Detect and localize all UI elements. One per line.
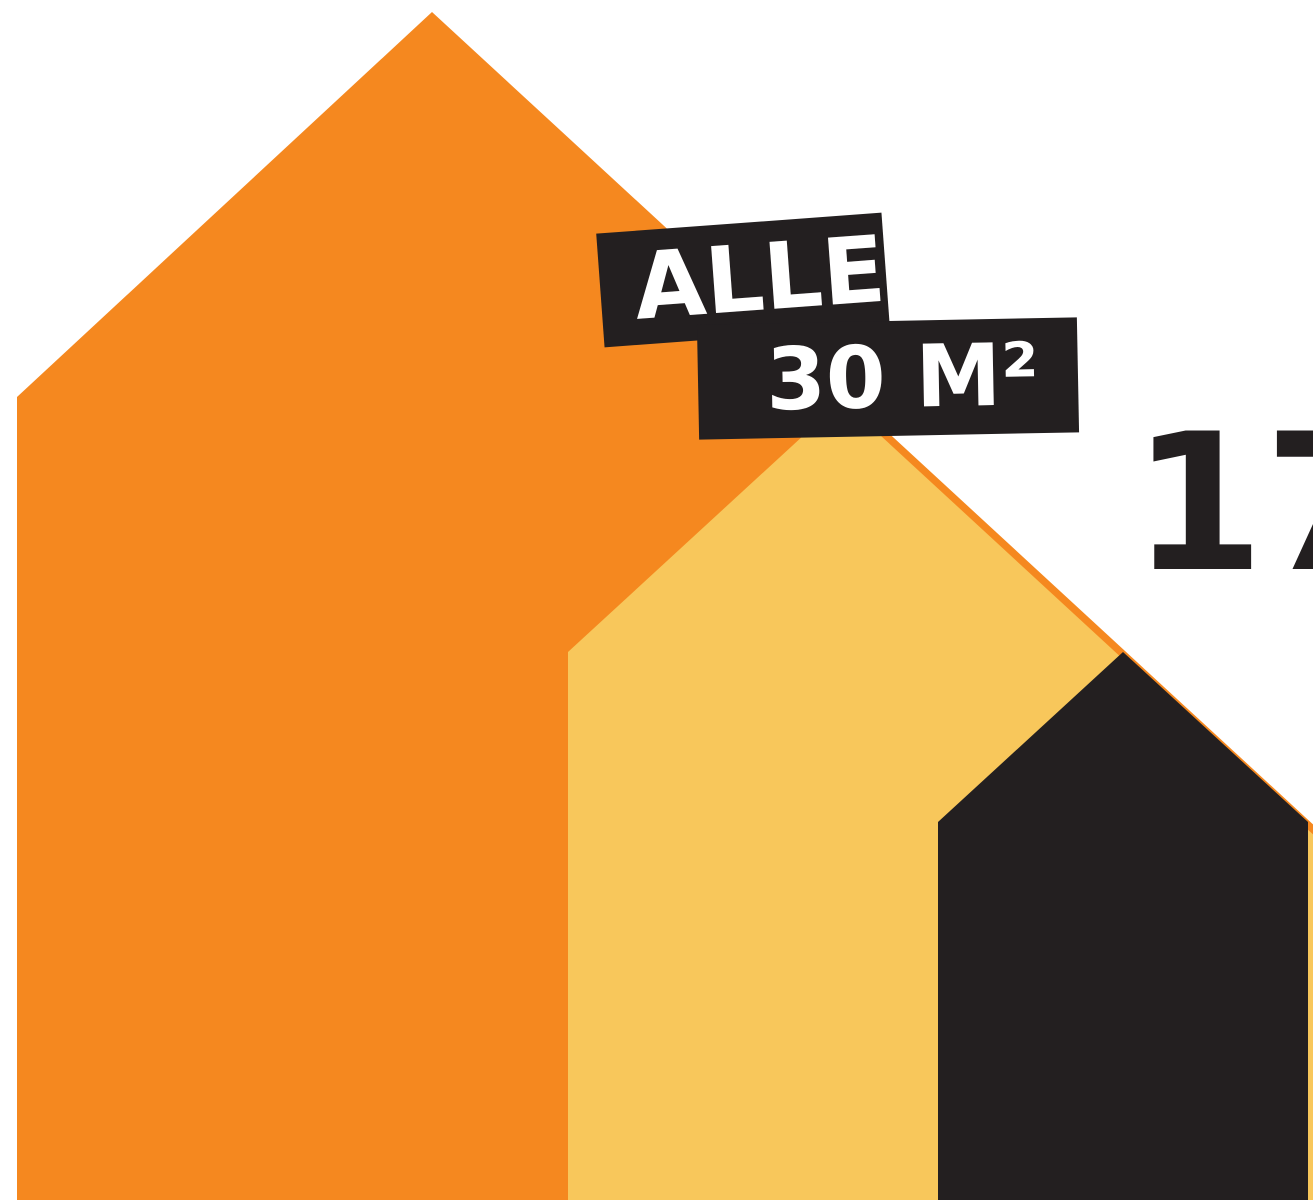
big-number: 17	[1132, 393, 1313, 614]
dark-house-shape	[938, 652, 1308, 1200]
label-area-text: 30 M²	[765, 325, 1040, 431]
label-area: 30 M²	[696, 317, 1080, 440]
